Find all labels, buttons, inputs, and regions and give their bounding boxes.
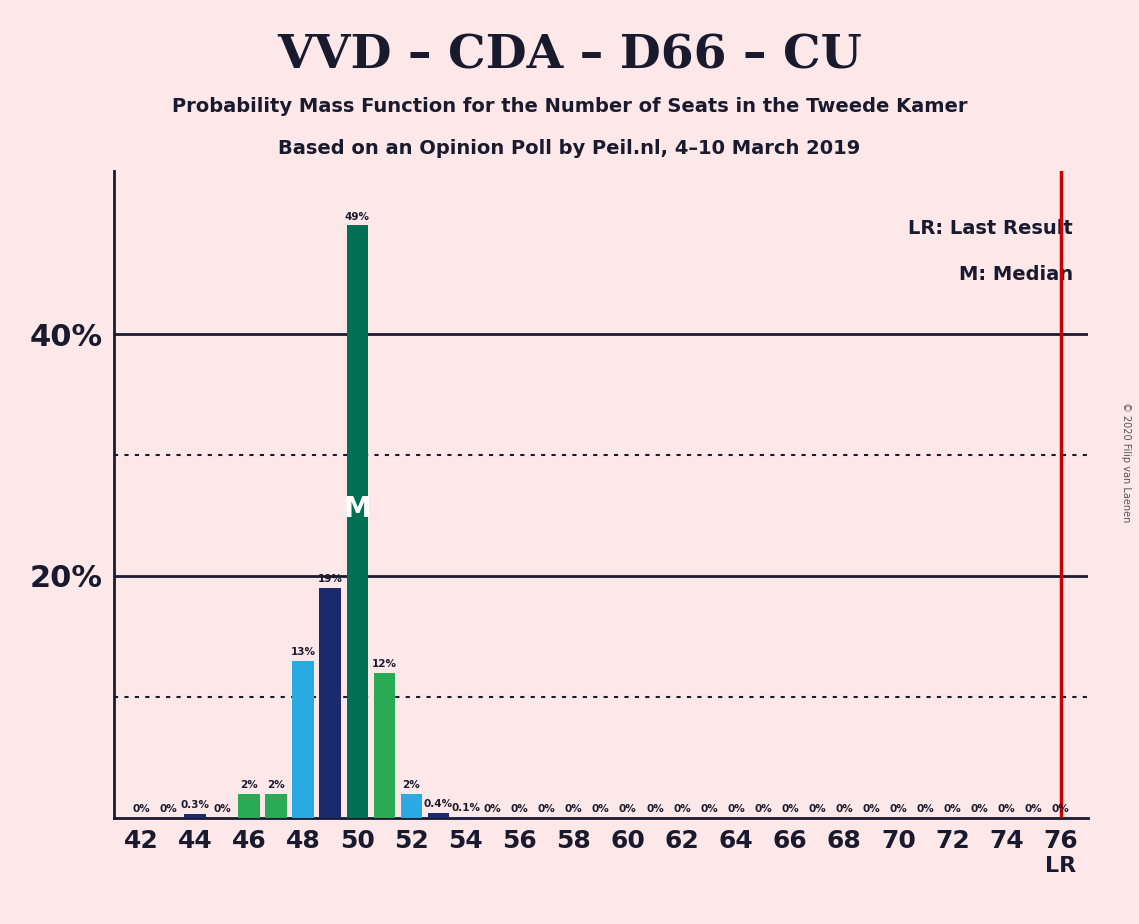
Text: 0%: 0%	[646, 804, 664, 814]
Text: 2%: 2%	[268, 780, 285, 790]
Text: 0.4%: 0.4%	[424, 799, 453, 809]
Text: 2%: 2%	[240, 780, 259, 790]
Text: 13%: 13%	[290, 647, 316, 657]
Bar	[185, 814, 206, 818]
Text: 0%: 0%	[754, 804, 772, 814]
Text: 0%: 0%	[809, 804, 826, 814]
Text: 0%: 0%	[565, 804, 583, 814]
Bar	[401, 794, 423, 818]
Text: 49%: 49%	[345, 212, 370, 222]
Text: 0%: 0%	[700, 804, 718, 814]
Text: 0%: 0%	[970, 804, 989, 814]
Bar	[346, 225, 368, 818]
Text: 0%: 0%	[159, 804, 177, 814]
Text: 0%: 0%	[1025, 804, 1042, 814]
Text: 0%: 0%	[673, 804, 691, 814]
Text: 0%: 0%	[132, 804, 150, 814]
Bar	[454, 817, 476, 818]
Text: 0%: 0%	[943, 804, 961, 814]
Text: VVD – CDA – D66 – CU: VVD – CDA – D66 – CU	[277, 32, 862, 79]
Text: 0%: 0%	[862, 804, 880, 814]
Text: 0%: 0%	[727, 804, 745, 814]
Bar	[293, 661, 314, 818]
Text: 0%: 0%	[618, 804, 637, 814]
Text: 0%: 0%	[538, 804, 556, 814]
Text: 0%: 0%	[213, 804, 231, 814]
Text: 0%: 0%	[890, 804, 908, 814]
Text: LR: LR	[1046, 857, 1076, 877]
Text: 0%: 0%	[510, 804, 528, 814]
Bar	[238, 794, 260, 818]
Text: 0%: 0%	[781, 804, 800, 814]
Text: 0%: 0%	[917, 804, 934, 814]
Text: 0%: 0%	[1051, 804, 1070, 814]
Text: M: Median: M: Median	[959, 265, 1073, 284]
Text: 2%: 2%	[402, 780, 420, 790]
Text: M: M	[344, 495, 371, 524]
Text: 19%: 19%	[318, 575, 343, 584]
Text: 0%: 0%	[835, 804, 853, 814]
Bar	[374, 673, 395, 818]
Text: 0.3%: 0.3%	[181, 800, 210, 810]
Bar	[427, 813, 449, 818]
Text: Probability Mass Function for the Number of Seats in the Tweede Kamer: Probability Mass Function for the Number…	[172, 97, 967, 116]
Text: LR: Last Result: LR: Last Result	[909, 220, 1073, 238]
Text: 0%: 0%	[998, 804, 1016, 814]
Bar	[319, 588, 341, 818]
Text: Based on an Opinion Poll by Peil.nl, 4–10 March 2019: Based on an Opinion Poll by Peil.nl, 4–1…	[278, 139, 861, 158]
Text: 0%: 0%	[484, 804, 501, 814]
Text: 0%: 0%	[592, 804, 609, 814]
Text: 12%: 12%	[372, 659, 396, 669]
Text: © 2020 Filip van Laenen: © 2020 Filip van Laenen	[1121, 402, 1131, 522]
Bar	[265, 794, 287, 818]
Text: 0.1%: 0.1%	[451, 803, 480, 813]
